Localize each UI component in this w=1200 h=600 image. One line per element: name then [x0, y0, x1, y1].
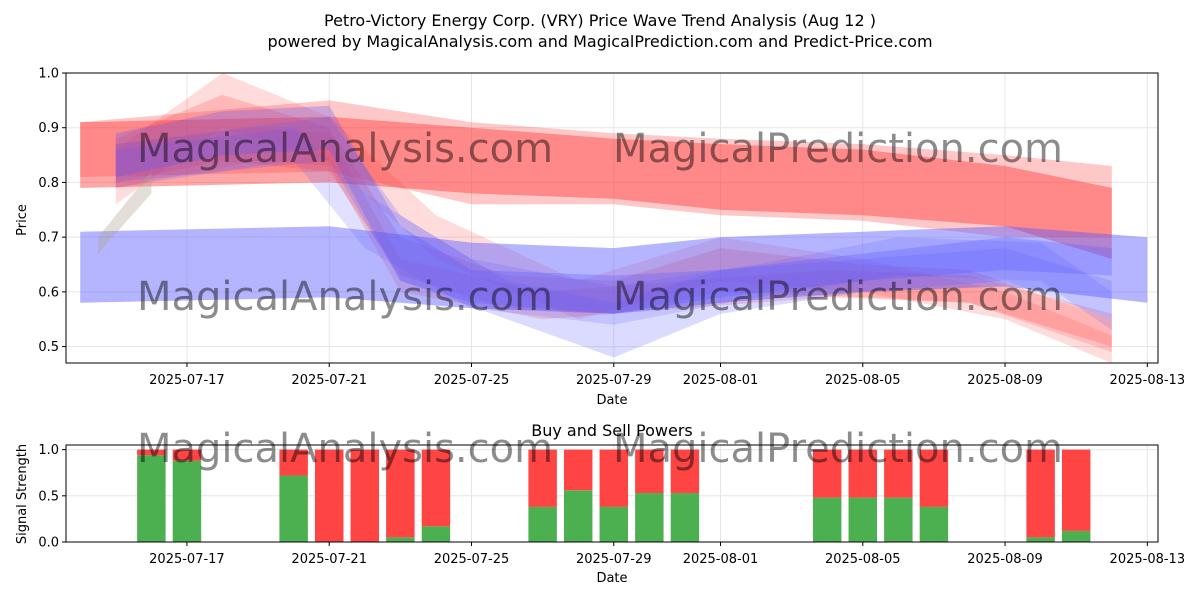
watermark-prediction-bottom: MagicalPrediction.com: [613, 426, 1063, 472]
price-band-blue-wave-2: [115, 116, 1112, 358]
price-chart-frame: [65, 72, 1159, 364]
buy-bar: [279, 475, 308, 542]
price-ytick-label: 0.6: [38, 285, 59, 300]
watermark-prediction-top-2: MagicalPrediction.com: [613, 274, 1063, 320]
price-band-red-band-outer: [80, 100, 1112, 238]
price-band-gray-wave: [98, 171, 152, 254]
price-xtick-label: 2025-08-01: [683, 373, 759, 388]
price-ytick-label: 0.5: [38, 340, 59, 355]
price-band-red-wave-1: [115, 94, 1112, 347]
sell-bar: [884, 449, 913, 498]
buy-bar: [848, 497, 877, 542]
sell-bar: [1026, 449, 1055, 538]
buysell-xtick-label: 2025-08-09: [967, 552, 1043, 567]
buy-sell-panel: Buy and Sell Powers MagicalAnalysis.com …: [15, 421, 1185, 586]
buy-bar: [172, 460, 202, 542]
sell-bar: [1061, 449, 1091, 531]
price-ytick-label: 1.0: [38, 67, 59, 82]
price-chart-ticks: 2025-07-17 2025-07-21 2025-07-25 2025-07-29…: [38, 67, 1185, 389]
buy-bar: [635, 493, 664, 542]
buy-bar: [599, 506, 629, 542]
sell-bar: [421, 449, 451, 527]
sell-bar: [563, 449, 593, 491]
price-band-red-wave-2: [115, 73, 1112, 363]
watermark-analysis-bottom: MagicalAnalysis.com: [137, 426, 553, 472]
watermark-analysis-top-2: MagicalAnalysis.com: [137, 274, 553, 320]
buysell-ytick-label: 1.0: [38, 443, 59, 458]
price-xtick-label: 2025-08-05: [825, 373, 901, 388]
price-xtick-label: 2025-08-09: [967, 373, 1043, 388]
price-band-blue-wave-3: [115, 127, 1112, 331]
buy-bar: [919, 506, 949, 542]
price-chart-xlabel: Date: [596, 393, 627, 408]
price-xtick-label: 2025-07-17: [149, 373, 225, 388]
watermark-analysis-top-1: MagicalAnalysis.com: [137, 126, 553, 172]
sell-bar: [279, 449, 308, 476]
price-band-blue-band-main: [80, 226, 1148, 314]
sell-bar: [172, 449, 202, 461]
buy-bar: [670, 493, 700, 542]
sell-bar: [812, 449, 842, 498]
buy-bar: [421, 526, 451, 542]
watermark-prediction-top-1: MagicalPrediction.com: [613, 126, 1063, 172]
buy-sell-bars: [137, 449, 1091, 542]
price-xtick-label: 2025-07-25: [434, 373, 510, 388]
sell-bar: [670, 449, 700, 494]
sell-bar: [528, 449, 557, 507]
buy-sell-ylabel: Signal Strength: [15, 444, 30, 544]
sell-bar: [350, 449, 380, 542]
price-band-red-wave-3: [115, 127, 1112, 353]
buy-bar: [812, 497, 842, 542]
price-chart-panel: MagicalAnalysis.com MagicalPrediction.co…: [15, 67, 1185, 409]
sell-bar: [386, 449, 415, 538]
price-xtick-label: 2025-07-21: [291, 373, 367, 388]
buy-bar: [137, 455, 166, 542]
buysell-ytick-label: 0.0: [38, 536, 59, 551]
buysell-xtick-label: 2025-07-21: [291, 552, 367, 567]
buy-bar: [1026, 537, 1055, 542]
buysell-xtick-label: 2025-07-17: [149, 552, 225, 567]
buy-bar: [528, 506, 557, 542]
price-chart-ylabel: Price: [15, 204, 30, 236]
buysell-ytick-label: 0.5: [38, 489, 59, 504]
buysell-xtick-label: 2025-08-01: [683, 552, 759, 567]
price-xtick-label: 2025-08-13: [1110, 373, 1186, 388]
figure-title-line1: Petro-Victory Energy Corp. (VRY) Price W…: [324, 11, 876, 30]
price-xtick-label: 2025-07-29: [576, 373, 652, 388]
sell-bar: [137, 449, 166, 456]
buysell-xtick-label: 2025-08-13: [1110, 552, 1186, 567]
sell-bar: [848, 449, 877, 498]
buy-sell-ticks: 2025-07-17 2025-07-21 2025-07-25 2025-07-29…: [38, 443, 1185, 567]
sell-bar: [635, 449, 664, 494]
price-ytick-label: 0.9: [38, 121, 59, 136]
figure-title-line2: powered by MagicalAnalysis.com and Magic…: [267, 32, 932, 51]
price-wave-bands: [80, 73, 1148, 363]
buy-bar: [563, 490, 593, 542]
buy-sell-frame: [65, 444, 1159, 543]
buy-sell-xlabel: Date: [596, 571, 627, 586]
buysell-xtick-label: 2025-07-25: [434, 552, 510, 567]
price-band-blue-wave-1: [115, 105, 1112, 314]
buy-bar: [884, 497, 913, 542]
sell-bar: [314, 449, 344, 542]
buy-sell-title: Buy and Sell Powers: [531, 421, 693, 440]
price-ytick-label: 0.7: [38, 231, 59, 246]
buy-bar: [1061, 530, 1091, 542]
buysell-xtick-label: 2025-07-29: [576, 552, 652, 567]
price-ytick-label: 0.8: [38, 176, 59, 191]
price-band-red-band-main: [80, 116, 1112, 259]
buy-bar: [386, 537, 415, 542]
sell-bar: [919, 449, 949, 507]
buysell-xtick-label: 2025-08-05: [825, 552, 901, 567]
sell-bar: [599, 449, 629, 507]
